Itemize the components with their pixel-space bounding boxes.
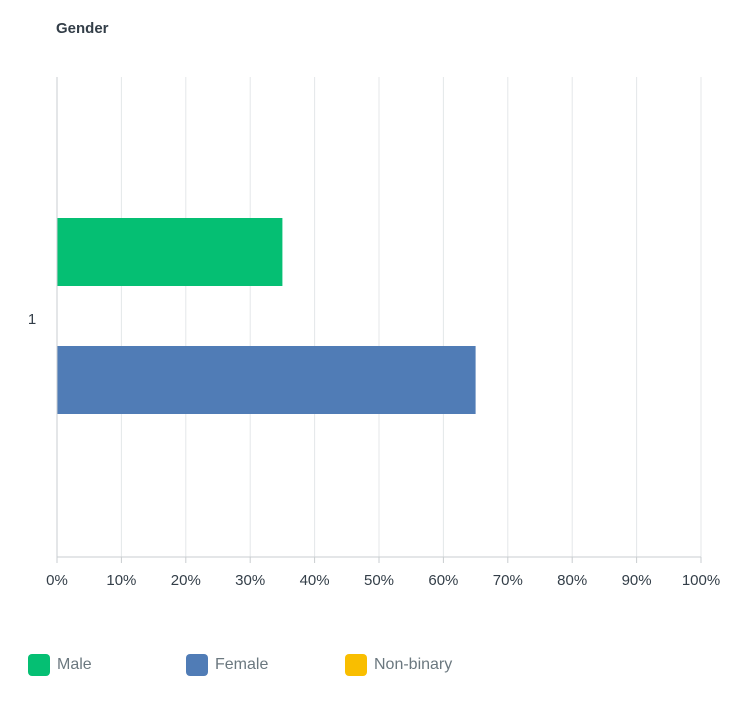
bar-female: [57, 346, 476, 414]
x-tick-label: 60%: [428, 572, 458, 589]
legend-item-male[interactable]: Male: [28, 654, 186, 676]
x-tick-label: 100%: [682, 572, 720, 589]
x-tick-label: 80%: [557, 572, 587, 589]
x-tick-label: 70%: [493, 572, 523, 589]
x-tick-label: 90%: [622, 572, 652, 589]
bars: [57, 218, 476, 414]
legend: Male Female Non-binary: [28, 654, 452, 676]
legend-label-male: Male: [57, 656, 92, 673]
x-tick-label: 30%: [235, 572, 265, 589]
tick-labels: 0% 10% 20% 30% 40% 50% 60% 70% 80% 90% 100% 1: [28, 311, 720, 589]
legend-item-non-binary[interactable]: Non-binary: [345, 654, 452, 676]
x-tick-label: 40%: [300, 572, 330, 589]
grid-lines: [120, 77, 702, 557]
x-tick-label: 0%: [46, 572, 68, 589]
bar-chart: 0% 10% 20% 30% 40% 50% 60% 70% 80% 90% 100% 1: [28, 77, 720, 589]
legend-swatch-non-binary: [345, 654, 367, 676]
legend-item-female[interactable]: Female: [186, 654, 345, 676]
axes: [56, 77, 702, 563]
legend-swatch-female: [186, 654, 208, 676]
x-tick-label: 10%: [106, 572, 136, 589]
legend-label-female: Female: [215, 656, 269, 673]
chart-title: Gender: [56, 20, 109, 37]
legend-swatch-male: [28, 654, 50, 676]
legend-label-non-binary: Non-binary: [374, 656, 453, 673]
bar-male: [57, 218, 283, 286]
x-tick-label: 50%: [364, 572, 394, 589]
x-tick-label: 20%: [171, 572, 201, 589]
y-tick-label: 1: [28, 311, 36, 328]
